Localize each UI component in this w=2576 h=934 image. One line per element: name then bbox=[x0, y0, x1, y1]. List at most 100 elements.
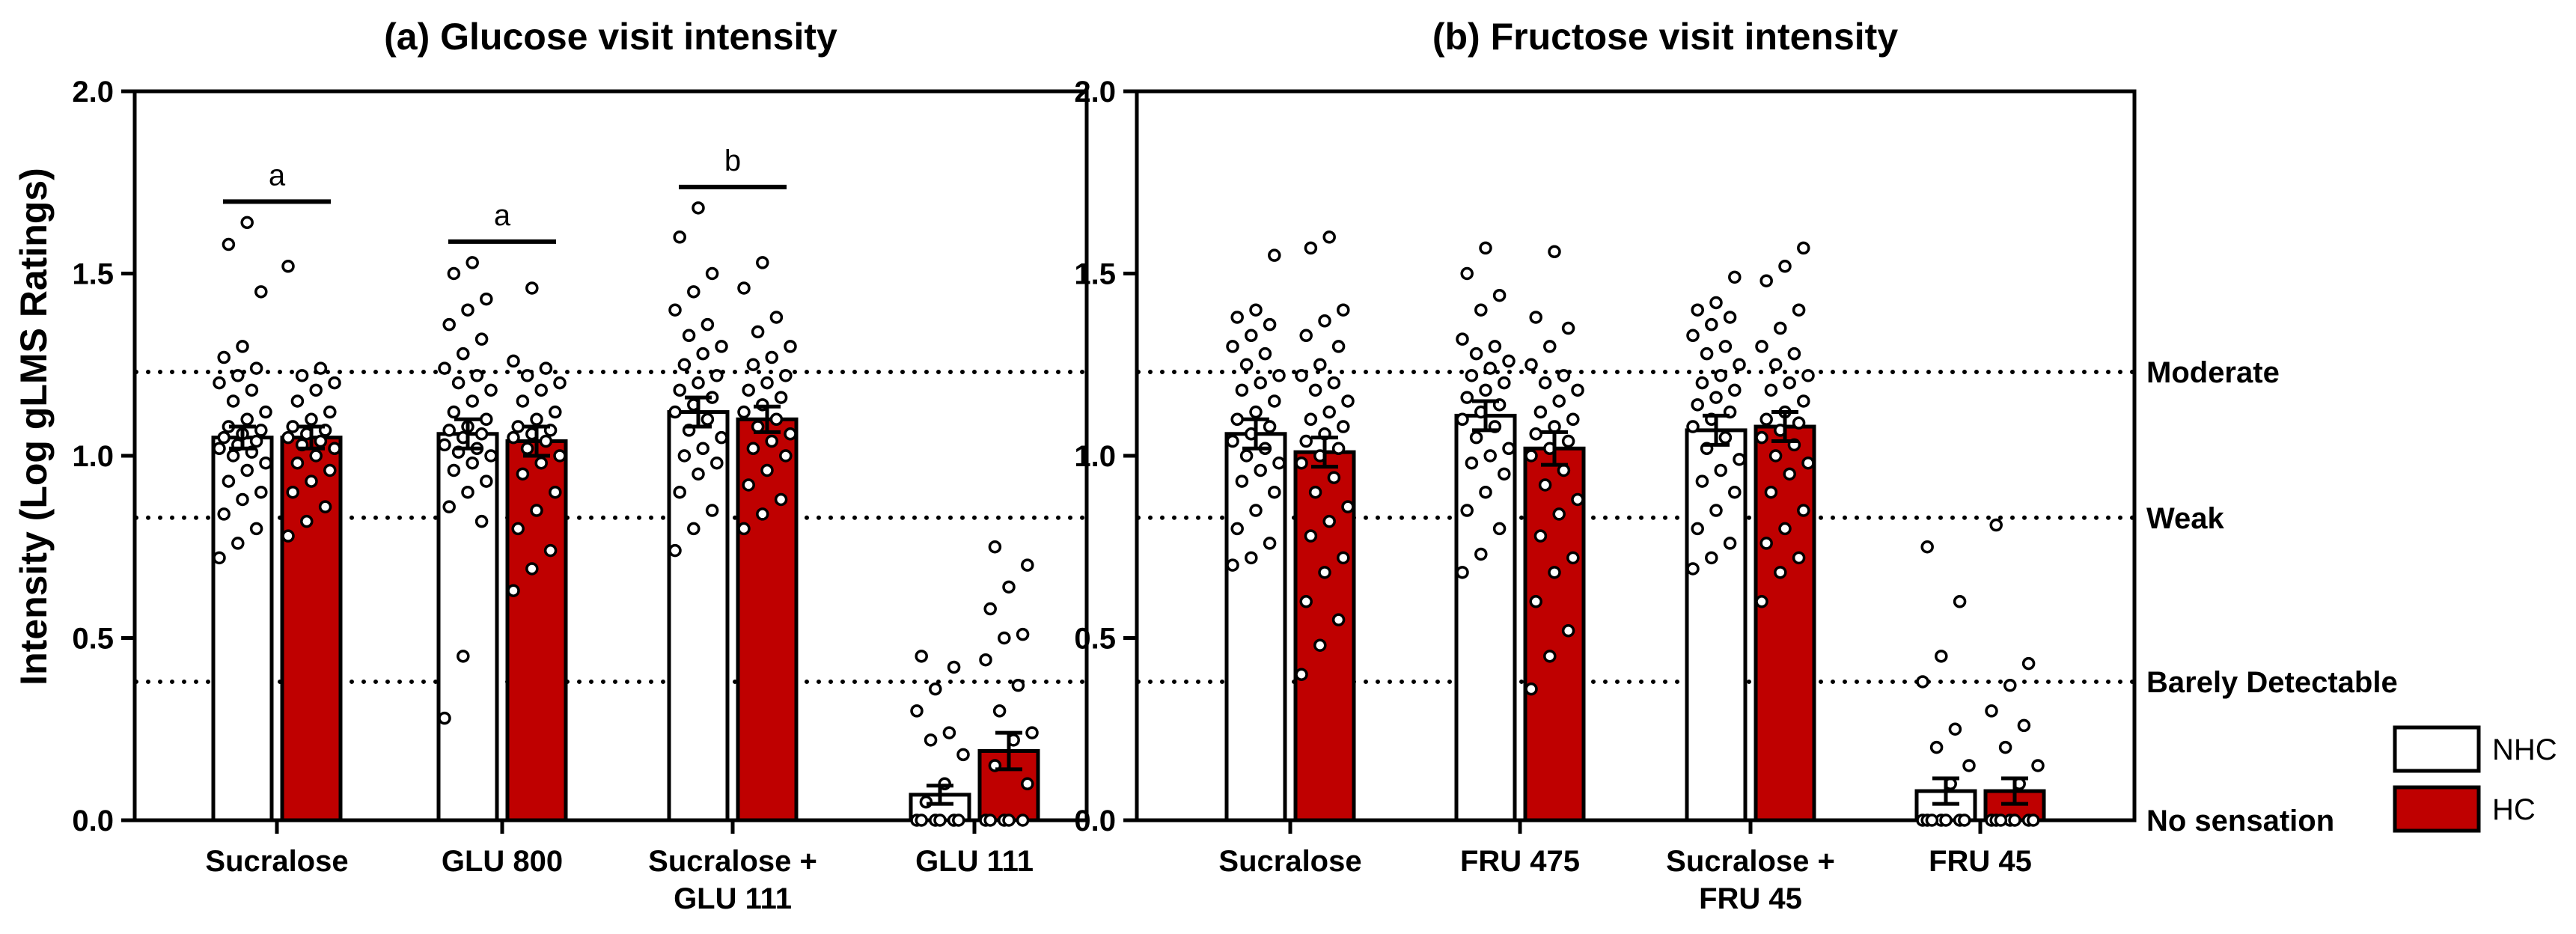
data-point bbox=[254, 424, 268, 437]
data-point bbox=[1571, 492, 1584, 507]
data-point bbox=[710, 369, 724, 382]
data-point bbox=[1792, 416, 1806, 430]
data-point bbox=[983, 814, 997, 827]
data-point bbox=[1533, 405, 1548, 419]
data-point bbox=[328, 376, 341, 390]
data-point bbox=[1235, 474, 1249, 488]
data-point bbox=[484, 383, 498, 397]
data-point bbox=[290, 394, 305, 408]
data-point bbox=[1469, 347, 1483, 361]
chart-fructose: (b) Fructose visit intensity 0.0 0.5 1.0 1.5… bbox=[1074, 16, 2137, 915]
data-point bbox=[1245, 551, 1258, 565]
data-point bbox=[314, 361, 328, 375]
data-point bbox=[457, 650, 470, 663]
data-point bbox=[1709, 391, 1723, 404]
y-tick-label: 0.0 bbox=[1074, 805, 1116, 837]
data-point bbox=[1571, 383, 1584, 397]
data-point bbox=[1318, 314, 1331, 328]
y-tick-label: 1.0 bbox=[1074, 440, 1116, 473]
data-point bbox=[1272, 456, 1286, 470]
data-point bbox=[687, 285, 701, 299]
data-point bbox=[1016, 627, 1030, 641]
data-point bbox=[484, 449, 498, 463]
data-point bbox=[769, 311, 784, 324]
data-point bbox=[328, 442, 341, 456]
data-point bbox=[480, 474, 493, 488]
data-point bbox=[1002, 580, 1016, 594]
data-point bbox=[1718, 340, 1733, 353]
data-point bbox=[1322, 405, 1336, 419]
data-point bbox=[530, 412, 543, 427]
data-point bbox=[530, 504, 543, 517]
data-point bbox=[525, 281, 539, 295]
data-point bbox=[1249, 405, 1263, 419]
data-point bbox=[1460, 391, 1474, 404]
data-point bbox=[466, 394, 479, 408]
data-point bbox=[1755, 430, 1768, 445]
data-point bbox=[1249, 504, 1263, 517]
data-point bbox=[240, 463, 254, 477]
data-point bbox=[673, 485, 686, 499]
data-point bbox=[447, 266, 461, 281]
data-point bbox=[1797, 241, 1810, 255]
data-point bbox=[1025, 726, 1039, 739]
data-point bbox=[240, 216, 254, 230]
data-point bbox=[673, 231, 686, 244]
legend: NHC HC bbox=[2393, 725, 2557, 833]
data-point bbox=[474, 427, 489, 441]
data-point bbox=[1456, 412, 1469, 427]
data-point bbox=[1764, 383, 1778, 397]
data-point bbox=[245, 383, 259, 397]
data-point bbox=[1322, 231, 1336, 244]
data-point bbox=[1337, 551, 1350, 565]
data-point bbox=[1524, 682, 1538, 696]
data-point bbox=[1561, 624, 1575, 638]
data-point bbox=[760, 376, 774, 390]
data-point bbox=[1313, 638, 1327, 652]
data-point bbox=[213, 442, 226, 456]
data-point bbox=[318, 500, 332, 513]
data-point bbox=[701, 412, 715, 427]
data-point bbox=[461, 485, 474, 499]
data-point bbox=[765, 350, 778, 364]
data-point bbox=[668, 303, 682, 317]
data-point bbox=[1695, 474, 1709, 488]
legend-label: NHC bbox=[2492, 733, 2557, 766]
data-point bbox=[983, 602, 997, 616]
data-point bbox=[1733, 358, 1746, 371]
data-point bbox=[765, 434, 778, 448]
data-point bbox=[1783, 467, 1796, 481]
data-point bbox=[1308, 485, 1322, 499]
data-point bbox=[1548, 566, 1561, 579]
data-point bbox=[438, 438, 451, 452]
x-tick-label: GLU 111 bbox=[674, 882, 792, 915]
data-point bbox=[1327, 471, 1341, 484]
data-point bbox=[1929, 740, 1944, 754]
data-point bbox=[1295, 369, 1308, 382]
data-point bbox=[779, 449, 793, 463]
data-point bbox=[668, 543, 682, 558]
y-tick-label: 0.5 bbox=[72, 623, 114, 656]
data-point bbox=[438, 711, 451, 725]
data-point bbox=[549, 485, 562, 499]
data-point bbox=[1529, 427, 1542, 441]
reference-label: No sensation bbox=[2146, 805, 2334, 837]
data-point bbox=[1483, 361, 1497, 375]
data-point bbox=[1268, 394, 1281, 408]
bar-hc bbox=[1293, 450, 1356, 822]
data-point bbox=[1709, 504, 1723, 517]
data-point bbox=[1778, 522, 1792, 536]
data-point bbox=[1691, 522, 1704, 536]
data-point bbox=[760, 463, 774, 477]
x-tick-label: FRU 45 bbox=[1929, 845, 2032, 878]
data-point bbox=[701, 317, 715, 332]
data-point bbox=[323, 463, 337, 477]
data-point bbox=[290, 456, 305, 470]
data-point bbox=[1492, 288, 1507, 302]
data-point bbox=[309, 383, 323, 397]
data-point bbox=[687, 522, 701, 536]
data-point bbox=[769, 412, 784, 427]
data-point bbox=[309, 449, 323, 463]
data-point bbox=[466, 456, 479, 470]
data-point bbox=[1502, 442, 1516, 456]
